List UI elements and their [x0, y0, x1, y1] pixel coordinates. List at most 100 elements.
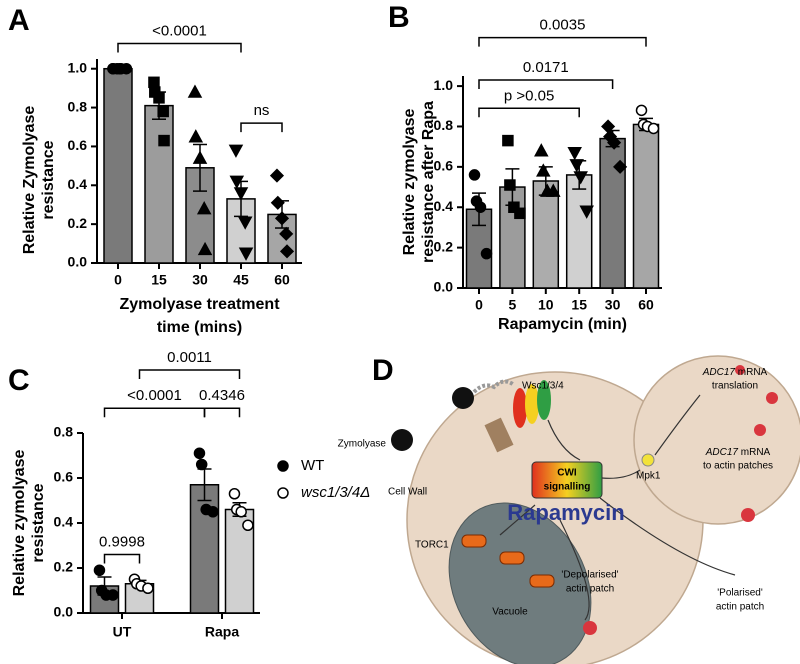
bud-cell: [633, 355, 800, 525]
x-tick-label: 15: [151, 272, 167, 288]
data-point: [480, 247, 493, 260]
x-tick-label: Rapa: [205, 624, 239, 640]
data-point: [647, 122, 660, 135]
translation-label: ADC17 mRNA: [702, 367, 768, 378]
cell-wall-label: Cell Wall: [388, 487, 427, 498]
data-point: [238, 247, 254, 261]
significance-bracket: [138, 369, 241, 379]
significance-label: 0.0011: [167, 349, 212, 366]
data-point: [567, 146, 582, 161]
data-point: [188, 129, 204, 143]
data-point: [274, 211, 290, 226]
y-tick-label: 0.2: [54, 559, 74, 575]
panel-label: B: [388, 1, 410, 34]
data-point: [93, 564, 106, 576]
torc1-complexes: [461, 534, 555, 588]
data-point: [120, 62, 133, 75]
inhibition-line: [599, 497, 736, 576]
data-point: [277, 460, 289, 472]
y-tick-label: 1.0: [434, 77, 454, 93]
x-axis-label: Rapamycin (min): [498, 316, 627, 333]
y-tick-label: 0.6: [68, 137, 88, 153]
y-tick-label: 0.4: [434, 198, 454, 214]
torc1-label: TORC1: [415, 540, 449, 551]
actin-patches: [583, 365, 778, 635]
significance-label: 0.9998: [99, 533, 145, 550]
bar: [532, 180, 560, 289]
mpk1-label: Mpk1: [636, 471, 661, 482]
data-point: [613, 159, 628, 174]
inhibition-line: [559, 519, 590, 621]
vacuole-label: Vacuole: [492, 607, 528, 618]
y-axis-label: Relative Zymolyase: [21, 106, 38, 255]
data-point: [193, 447, 206, 459]
data-point: [607, 135, 622, 150]
data-point: [546, 183, 561, 197]
data-point: [514, 207, 526, 220]
data-point: [196, 201, 212, 215]
x-tick-label: 5: [509, 297, 517, 313]
panel-label: C: [8, 364, 30, 397]
significance-label: p >0.05: [504, 87, 554, 104]
data-point: [536, 163, 551, 177]
significance-label: <0.0001: [152, 22, 207, 39]
x-tick-label: 60: [274, 272, 290, 288]
data-point: [242, 519, 254, 531]
x-tick-label: 45: [233, 272, 249, 288]
translation-label: translation: [712, 381, 758, 392]
y-tick-label: 0.8: [434, 117, 454, 133]
x-axis-label: time (mins): [157, 319, 242, 336]
data-point: [635, 104, 648, 117]
bar: [565, 174, 593, 289]
data-point: [228, 488, 241, 500]
zymolyase-label: Zymolyase: [338, 439, 387, 450]
y-tick-label: 0.0: [54, 604, 74, 620]
y-axis-label: Relative zymolyase: [11, 450, 28, 597]
chart-panel: C Relative zymolyase resistance 0.0 0.2 0.4 0.…: [8, 349, 370, 640]
data-point: [235, 506, 247, 518]
data-point: [207, 506, 219, 518]
y-axis-label: resistance: [40, 140, 57, 219]
to-patches-label: ADC17 mRNA: [705, 447, 771, 458]
y-tick-label: 0.4: [54, 514, 74, 530]
data-point: [228, 144, 244, 158]
data-point: [502, 134, 514, 147]
significance-label: ns: [254, 102, 270, 119]
diagram: D CWI signalling Zymolyase Cel: [338, 354, 800, 664]
cell-wall-fibres: [484, 417, 514, 453]
significance-label: 0.0035: [540, 17, 586, 34]
mpk1-icon: [641, 453, 655, 467]
data-point: [468, 169, 481, 181]
x-tick-label: 30: [192, 272, 208, 288]
x-tick-label: 0: [475, 297, 483, 313]
y-axis-label: resistance after Rapa: [420, 101, 437, 263]
y-axis-label: Relative zymolyase: [401, 109, 418, 256]
bar: [632, 123, 660, 289]
significance-label: 0.4346: [199, 387, 245, 404]
y-tick-label: 0.4: [68, 176, 88, 192]
inhibition-line: [499, 504, 536, 536]
x-tick-label: 0: [114, 272, 122, 288]
legend-label: WT: [301, 457, 324, 474]
data-point: [277, 487, 289, 499]
data-point: [197, 241, 213, 256]
y-axis-label: resistance: [30, 483, 47, 562]
significance-bracket: [478, 79, 614, 90]
bar: [189, 484, 220, 614]
zymolyase-ball: [452, 387, 474, 409]
y-tick-label: 0.2: [68, 215, 88, 231]
depolarised-label: 'Depolarised': [561, 570, 618, 581]
bar: [103, 67, 133, 264]
cwi-label: CWI: [557, 468, 577, 479]
x-tick-label: UT: [113, 624, 132, 640]
data-point: [279, 226, 294, 241]
data-point: [534, 143, 549, 157]
significance-label: 0.0171: [523, 59, 569, 76]
x-tick-label: 30: [605, 297, 621, 313]
significance-label: <0.0001: [127, 387, 182, 404]
chart-panel: A Relative Zymolyase resistance 0.0 0.2 0.4 0.…: [8, 4, 302, 336]
cell-wall-chain: [472, 379, 516, 394]
legend-label: wsc1/3/4Δ: [301, 484, 370, 501]
significance-bracket: [240, 122, 283, 133]
significance-bracket: [103, 407, 206, 418]
